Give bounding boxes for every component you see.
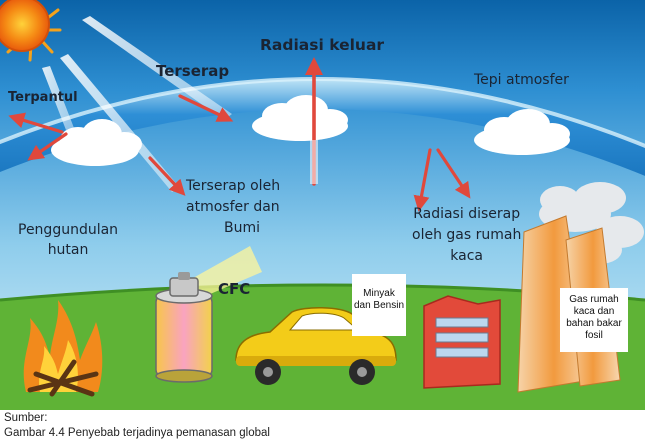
label-terpantul: Terpantul (8, 90, 78, 105)
cloud-right (474, 109, 570, 155)
clouds (51, 95, 570, 166)
absorbed-arrow-earth (148, 156, 186, 196)
atmosphere-band (0, 79, 645, 176)
label-penggundulan: Penggundulan hutan (18, 220, 118, 260)
label-penggundulan-line-1: Penggundulan (18, 222, 119, 238)
label-cfc: CFC (218, 280, 251, 298)
greenhouse-diagram (0, 0, 645, 410)
greenhouse-absorbed-arrow-2 (436, 148, 471, 199)
box-minyak-line-1: Minyak (363, 288, 395, 299)
sun (0, 0, 62, 62)
cloud-center (252, 95, 348, 141)
label-terserap-oleh: Terserap oleh atmosfer dan Bumi (186, 176, 280, 239)
label-terserap-oleh-line-1: Terserap oleh (186, 178, 281, 194)
label-radiasi-diserap-line-1: Radiasi diserap (413, 206, 521, 222)
box-gas-line-3: bahan bakar (566, 318, 622, 329)
label-penggundulan-line-2: hutan (47, 242, 89, 258)
greenhouse-absorbed-arrow (413, 148, 432, 212)
cloud-left (51, 119, 142, 166)
box-gas-line-2: kaca dan (573, 306, 615, 317)
box-gas-line-4: fosil (585, 330, 603, 341)
box-minyak: Minyak dan Bensin (352, 274, 406, 336)
label-radiasi-diserap-line-2: oleh gas rumah (412, 227, 522, 243)
label-terserap-oleh-line-3: Bumi (224, 220, 261, 236)
reflected-arrow-2 (27, 132, 68, 161)
label-terserap-oleh-line-2: atmosfer dan (186, 199, 280, 215)
forest-fire (23, 300, 103, 397)
caption-title: Gambar 4.4 Penyebab terjadinya pemanasan… (4, 427, 270, 439)
label-radiasi-keluar: Radiasi keluar (260, 36, 385, 54)
box-gas-rumah-kaca: Gas rumah kaca dan bahan bakar fosil (560, 288, 628, 352)
reflected-arrow-1 (8, 112, 64, 134)
label-terserap: Terserap (156, 62, 230, 80)
label-radiasi-diserap: Radiasi diserap oleh gas rumah kaca (412, 204, 521, 267)
label-tepi-atmosfer: Tepi atmosfer (474, 72, 569, 88)
cfc-can (155, 246, 262, 383)
box-minyak-line-2: dan Bensin (353, 300, 405, 311)
label-radiasi-diserap-line-3: kaca (450, 248, 484, 264)
absorbed-arrow-top (178, 94, 234, 122)
box-gas-line-1: Gas rumah (569, 294, 619, 305)
caption-source: Sumber: (4, 412, 48, 424)
